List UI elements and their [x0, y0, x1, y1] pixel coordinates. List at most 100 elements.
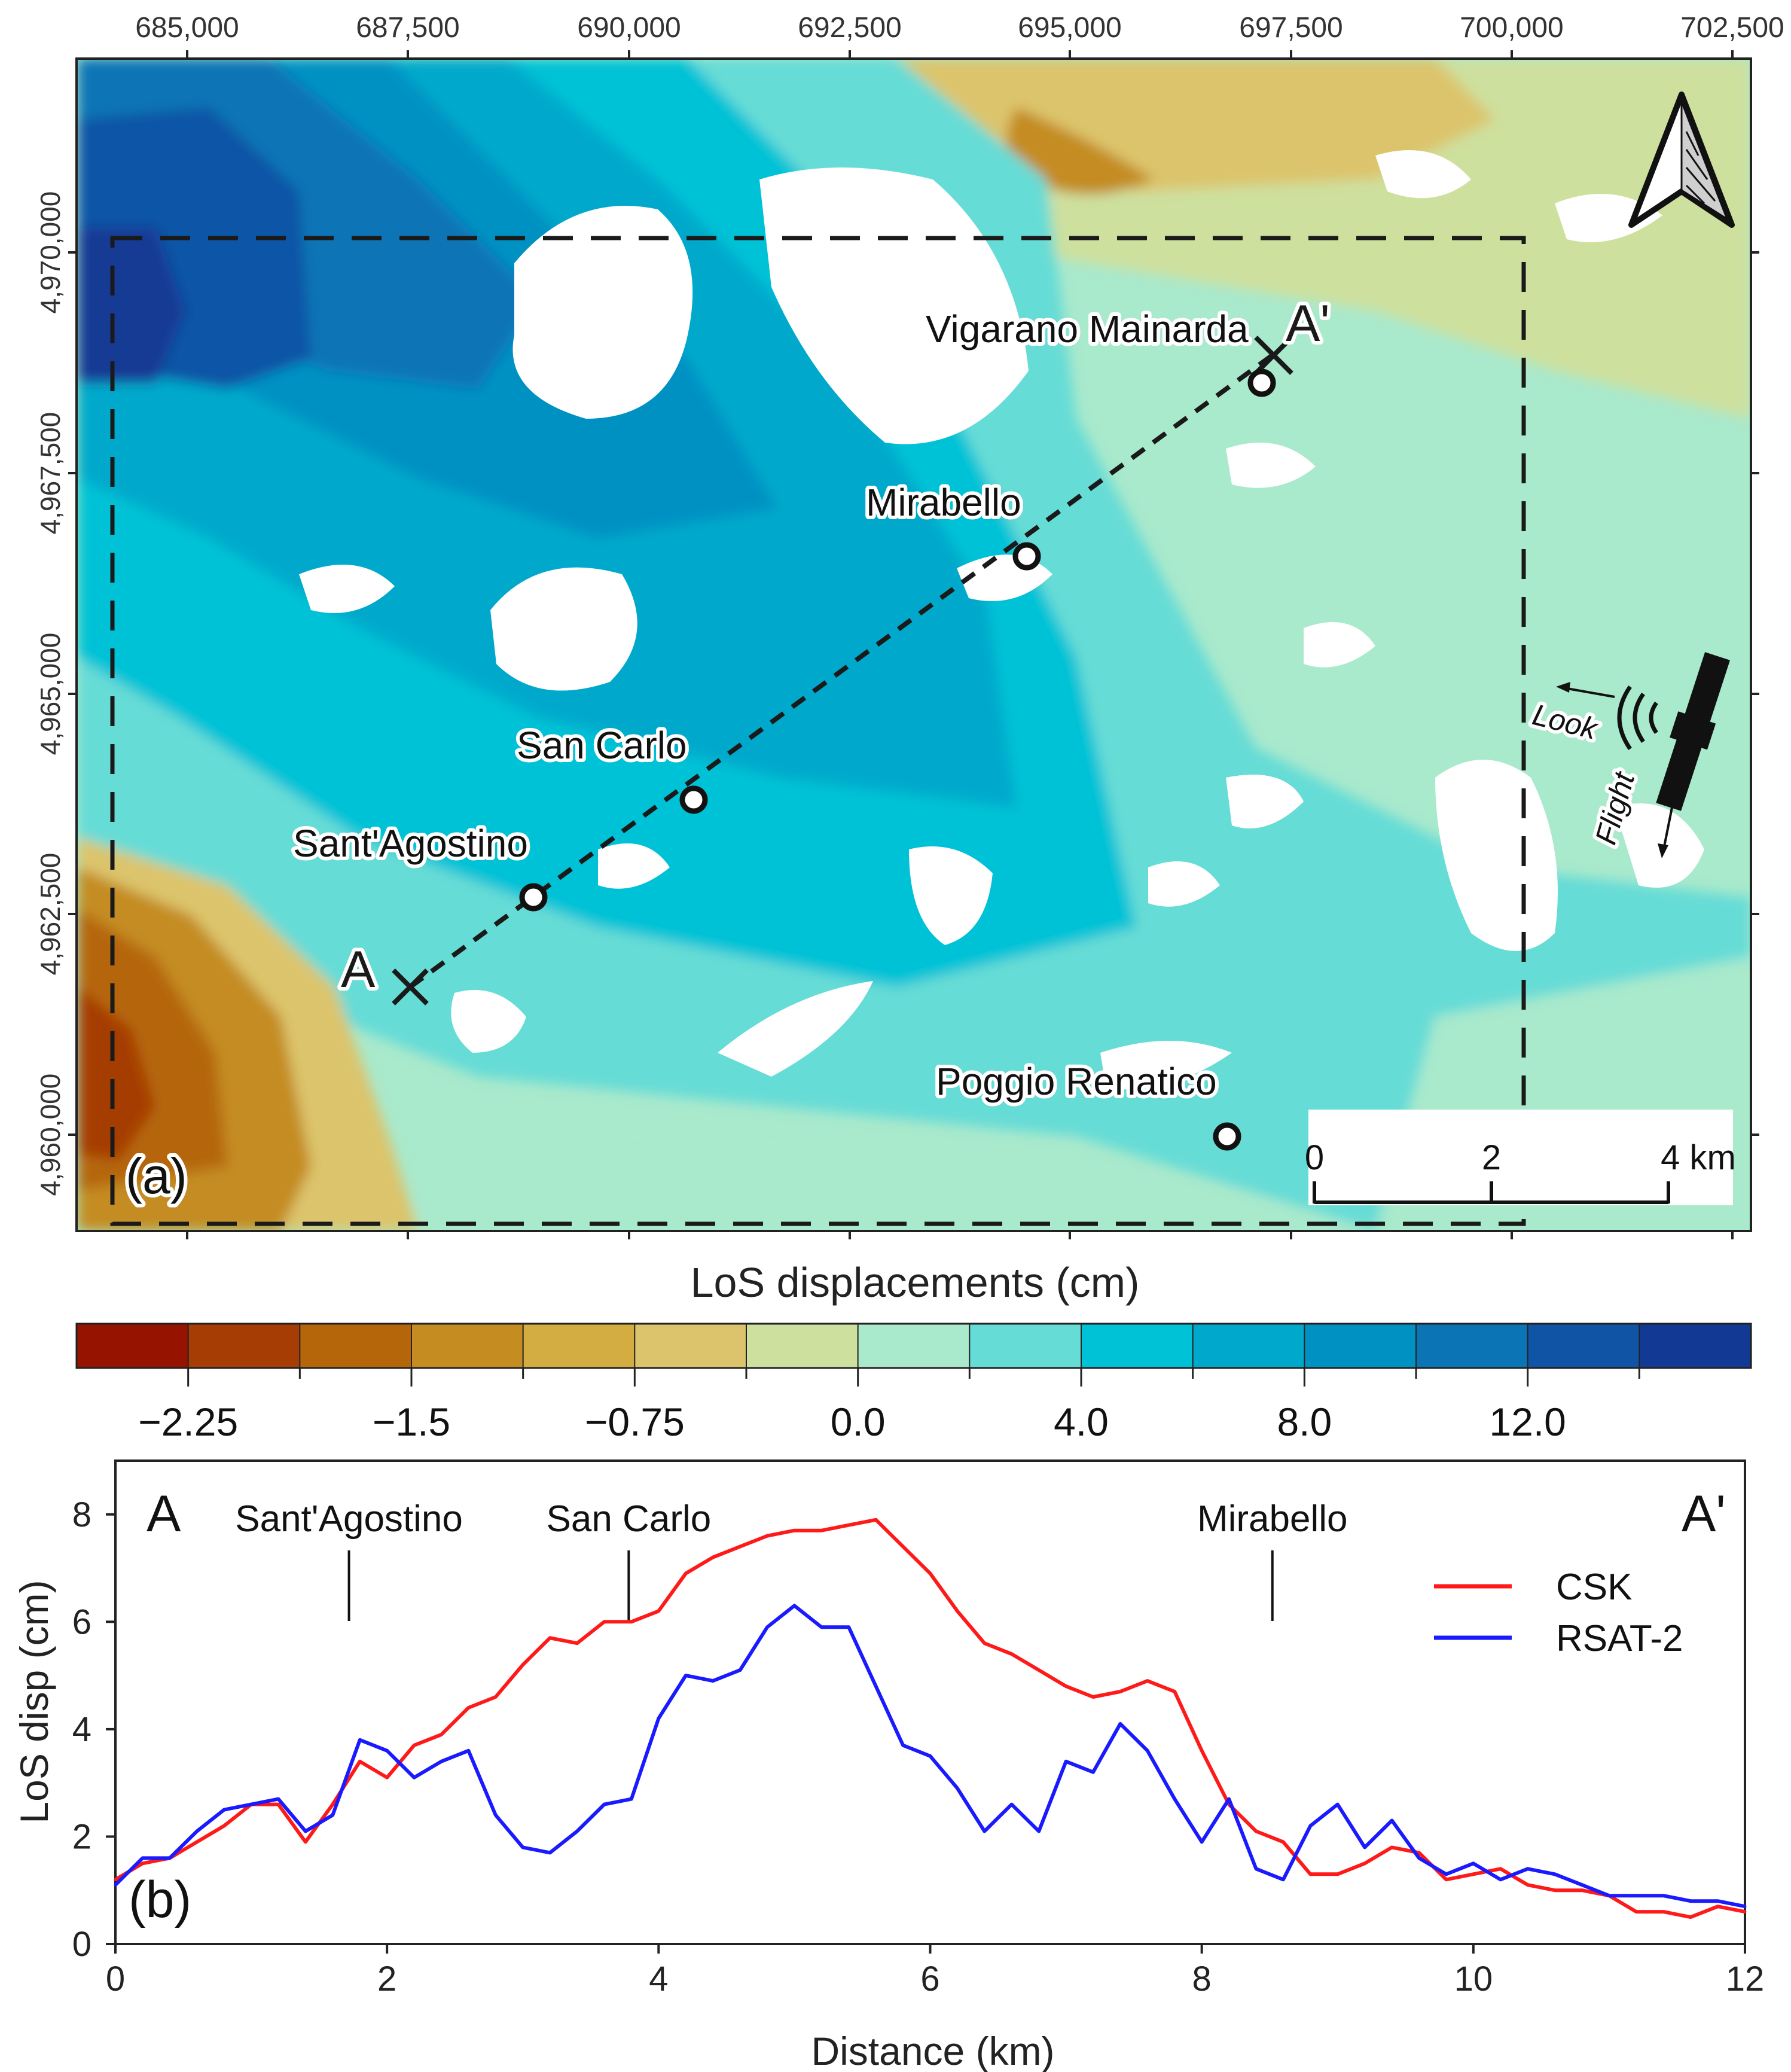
chart-town-label: Sant'Agostino — [235, 1498, 463, 1540]
data-point — [1417, 1851, 1421, 1854]
data-point — [1662, 1894, 1665, 1897]
data-point — [413, 1776, 416, 1780]
chart-legend: CSK RSAT-2 — [1434, 1567, 1683, 1659]
town-marker-sant-agostino[interactable]: Sant'Agostino — [289, 818, 548, 912]
data-point — [1634, 1894, 1638, 1897]
data-point — [820, 1529, 823, 1532]
data-point — [1118, 1690, 1122, 1693]
chart-y-label: LoS disp (cm) — [12, 1580, 56, 1823]
series-rsat-2 — [114, 1604, 1747, 1909]
panel-label-b: (b) — [129, 1871, 191, 1928]
data-point — [1336, 1872, 1340, 1876]
data-point — [521, 1845, 524, 1849]
data-point — [440, 1760, 443, 1763]
map-x-axis: 685,000 687,500 690,000 692,500 695,000 697,5… — [135, 12, 1784, 1239]
profile-start-label: A — [341, 941, 376, 998]
colorbar-segment — [187, 1323, 301, 1369]
data-point — [711, 1679, 715, 1683]
data-point — [1173, 1797, 1176, 1801]
data-point — [874, 1684, 878, 1688]
data-point — [657, 1609, 660, 1613]
data-point — [1308, 1872, 1312, 1876]
chart-x-tick-label: 10 — [1454, 1960, 1493, 1998]
data-point — [792, 1604, 796, 1607]
data-point — [1581, 1888, 1583, 1892]
data-point — [358, 1738, 362, 1742]
satellite-icon — [1556, 652, 1730, 858]
data-point — [1499, 1878, 1502, 1881]
chart-x-label: Distance (km) — [811, 2029, 1054, 2072]
chart-x-tick-label: 4 — [649, 1960, 668, 1998]
data-point — [1200, 1749, 1204, 1753]
scale-bar: 0 2 4 km — [1305, 1110, 1736, 1205]
data-point — [1526, 1867, 1530, 1870]
data-point — [385, 1776, 389, 1780]
colorbar-segment — [1304, 1323, 1417, 1369]
chart-y-tick-label: 8 — [72, 1495, 91, 1534]
data-point — [358, 1760, 362, 1763]
data-point — [1146, 1749, 1149, 1753]
map-x-tick-label: 687,500 — [356, 12, 460, 44]
map-x-tick-label: 695,000 — [1018, 12, 1122, 44]
data-point — [983, 1641, 986, 1645]
chart-town-label: Mirabello — [1197, 1498, 1348, 1540]
chart-annotations: Sant'Agostino San Carlo Mirabello — [235, 1498, 1348, 1621]
data-point — [739, 1545, 742, 1549]
colorbar-segment — [299, 1323, 413, 1369]
town-marker-san-carlo[interactable]: San Carlo — [513, 720, 708, 814]
data-point — [494, 1695, 498, 1699]
data-point — [277, 1803, 280, 1806]
data-point — [1363, 1845, 1366, 1849]
data-point — [956, 1609, 959, 1613]
colorbar-segment — [746, 1323, 859, 1369]
data-point — [114, 1878, 117, 1881]
data-point — [765, 1625, 769, 1629]
data-point — [114, 1883, 117, 1887]
data-point — [630, 1620, 633, 1623]
data-point — [195, 1830, 199, 1833]
colorbar: LoS displacements (cm) −2.25 −1.5 −0.75 0.0… — [75, 1259, 1752, 1444]
colorbar-tick-label: 0.0 — [831, 1400, 886, 1444]
town-marker-mirabello[interactable]: Mirabello — [862, 477, 1041, 571]
chart-x-axis: 0 2 4 6 8 10 12 — [106, 1944, 1764, 1998]
data-point — [1526, 1883, 1530, 1887]
scale-tick-0: 0 — [1305, 1138, 1324, 1177]
colorbar-segment — [1415, 1323, 1529, 1369]
town-marker-vigarano-mainarda[interactable]: Vigarano Mainarda — [922, 304, 1276, 397]
colorbar-title: LoS displacements (cm) — [691, 1259, 1140, 1306]
colorbar-segment — [522, 1323, 636, 1369]
data-point — [168, 1856, 172, 1860]
map-frame — [75, 57, 1752, 1232]
profile-chart: Sant'Agostino San Carlo Mirabello 0 2 4 6 8 10 1… — [12, 1459, 1764, 2072]
profile-end-label: A' — [1286, 295, 1330, 352]
data-point — [195, 1840, 199, 1844]
legend-label-rsat2: RSAT-2 — [1556, 1618, 1683, 1659]
data-point — [1173, 1690, 1176, 1693]
colorbar-segments — [76, 1323, 1752, 1369]
data-point — [1037, 1830, 1041, 1833]
data-point — [1553, 1872, 1557, 1876]
town-label: Vigarano Mainarda — [926, 307, 1249, 351]
data-point — [1010, 1803, 1014, 1806]
chart-y-axis: 0 2 4 6 8 — [72, 1495, 115, 1964]
data-point — [304, 1830, 307, 1833]
profile-start-marker — [392, 968, 429, 1005]
data-point — [1689, 1915, 1692, 1919]
data-point — [1308, 1824, 1312, 1827]
data-point — [983, 1830, 986, 1833]
colorbar-tick-label: 12.0 — [1489, 1400, 1566, 1444]
data-point — [277, 1797, 280, 1801]
town-marker-poggio-renatico[interactable]: Poggio Renatico — [932, 1056, 1241, 1151]
chart-x-tick-label: 0 — [106, 1960, 125, 1998]
data-point — [1118, 1722, 1122, 1726]
town-label: Poggio Renatico — [936, 1060, 1217, 1103]
data-point — [494, 1814, 498, 1817]
data-point — [630, 1797, 633, 1801]
colorbar-segment — [969, 1323, 1082, 1369]
data-point — [603, 1620, 606, 1623]
chart-x-tick-label: 12 — [1726, 1960, 1765, 1998]
north-arrow-icon — [1628, 92, 1735, 228]
data-point — [466, 1706, 470, 1710]
map-x-tick-label: 697,500 — [1239, 12, 1343, 44]
